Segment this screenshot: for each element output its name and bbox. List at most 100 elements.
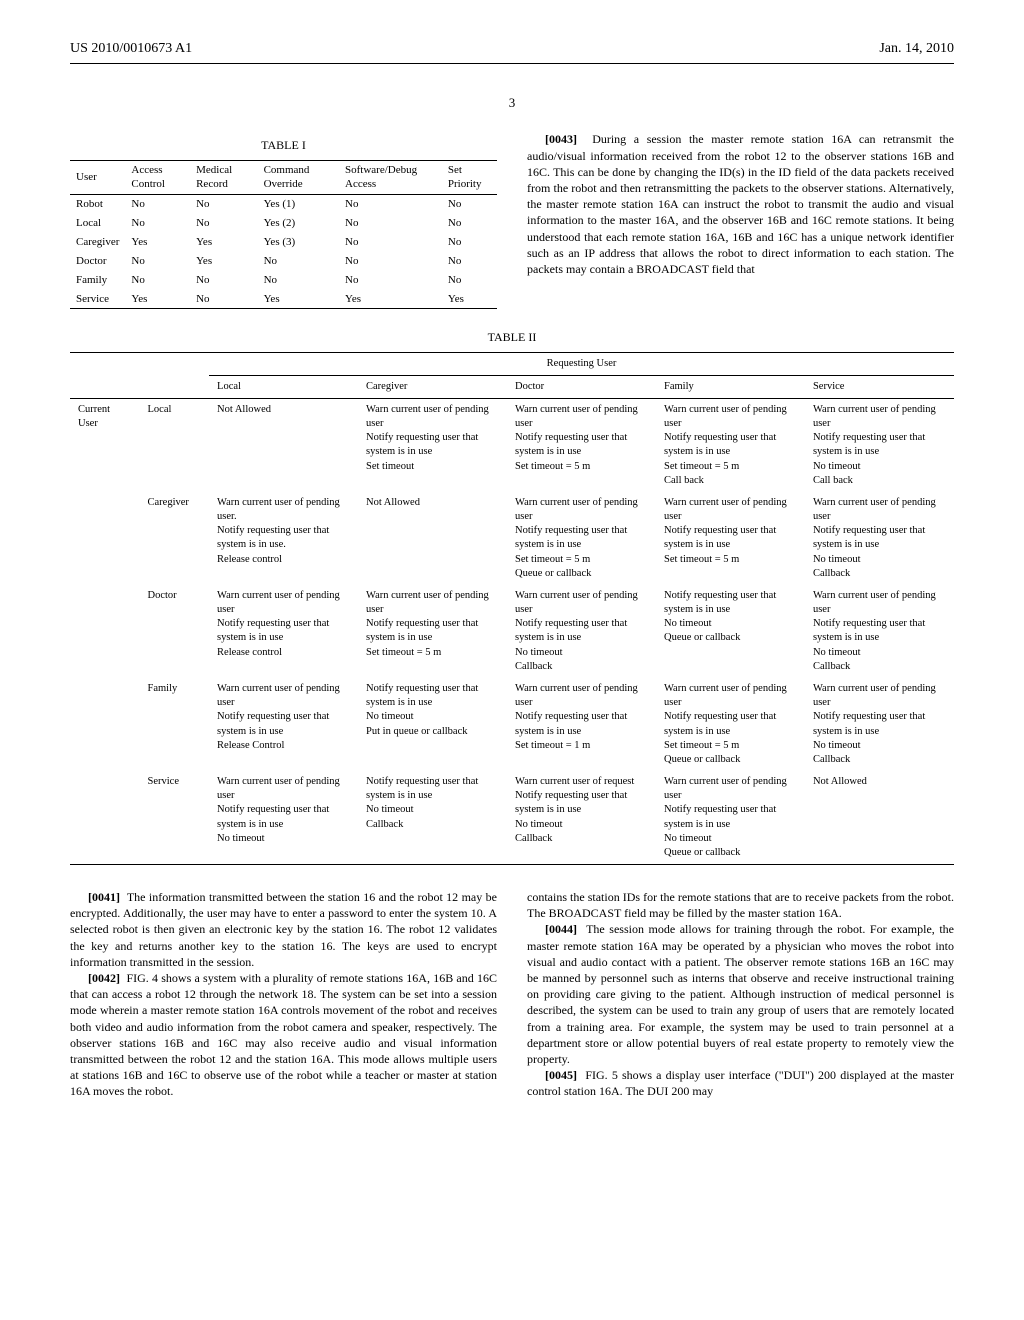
table1: User Access Control Medical Record Comma… (70, 160, 497, 310)
table2-cell: Warn current user of pending user Notify… (507, 585, 656, 678)
table1-cell: Caregiver (70, 233, 125, 252)
table2-cell: Warn current user of pending user Notify… (209, 678, 358, 771)
table2-cell: Warn current user of pending user Notify… (507, 492, 656, 585)
table2-cell: Warn current user of pending user Notify… (656, 678, 805, 771)
table1-row: FamilyNoNoNoNoNo (70, 271, 497, 290)
table1-cell: Family (70, 271, 125, 290)
table2-cell: Warn current user of pending user Notify… (805, 398, 954, 492)
table2-cell: Warn current user of pending user Notify… (805, 678, 954, 771)
table1-row: RobotNoNoYes (1)NoNo (70, 195, 497, 214)
table1-cell: No (442, 233, 497, 252)
table2: Requesting User Local Caregiver Doctor F… (70, 352, 954, 866)
table2-cell: Warn current user of pending user Notify… (805, 585, 954, 678)
table1-cell: No (339, 195, 442, 214)
table2-cell: Warn current user of pending user Notify… (507, 398, 656, 492)
t2-header-row: Local Caregiver Doctor Family Service (70, 375, 954, 398)
table2-row: FamilyWarn current user of pending user … (70, 678, 954, 771)
table1-cell: Yes (125, 290, 190, 309)
para-text-0042: FIG. 4 shows a system with a plurality o… (70, 971, 497, 1098)
table2-row-label: Service (140, 771, 210, 865)
table1-cell: No (125, 252, 190, 271)
table2-cell: Warn current user of pending user Notify… (507, 678, 656, 771)
para-0043: [0043] During a session the master remot… (527, 131, 954, 277)
t1-h0: User (70, 160, 125, 195)
para-num-0042: [0042] (88, 971, 120, 985)
table2-cell: Warn current user of pending user Notify… (209, 771, 358, 865)
table1-cell: Yes (190, 252, 258, 271)
table2-cell: Warn current user of request Notify requ… (507, 771, 656, 865)
t1-h5: Set Priority (442, 160, 497, 195)
para-text-0041: The information transmitted between the … (70, 890, 497, 969)
table1-cell: No (339, 214, 442, 233)
para-num-0044: [0044] (545, 922, 577, 936)
table2-row-label: Family (140, 678, 210, 771)
table2-cell: Notify requesting user that system is in… (358, 771, 507, 865)
para-0045: [0045] FIG. 5 shows a display user inter… (527, 1067, 954, 1099)
t2-ch3: Family (656, 375, 805, 398)
table2-row-label: Local (140, 398, 210, 492)
table2-rowgroup-label (70, 492, 140, 585)
table1-row: ServiceYesNoYesYesYes (70, 290, 497, 309)
publication-date: Jan. 14, 2010 (879, 40, 954, 59)
table1-cell: Service (70, 290, 125, 309)
table1-cell: Yes (190, 233, 258, 252)
header-rule (70, 63, 954, 64)
table1-cell: No (190, 214, 258, 233)
table1-cell: No (442, 271, 497, 290)
publication-number: US 2010/0010673 A1 (70, 40, 192, 59)
para-text-0045: FIG. 5 shows a display user interface ("… (527, 1068, 954, 1098)
table1-row: CaregiverYesYesYes (3)NoNo (70, 233, 497, 252)
table2-cell: Not Allowed (209, 398, 358, 492)
table1-cell: Yes (442, 290, 497, 309)
table2-rowgroup-label (70, 678, 140, 771)
para-0041: [0041] The information transmitted betwe… (70, 889, 497, 970)
table1-cell: Yes (2) (258, 214, 339, 233)
table2-cell: Warn current user of pending user Notify… (358, 398, 507, 492)
table1-cell: No (190, 195, 258, 214)
t2-group-row: Requesting User (70, 352, 954, 375)
right-col-top: [0043] During a session the master remot… (527, 131, 954, 309)
table2-cell: Warn current user of pending user Notify… (358, 585, 507, 678)
table2-cell: Not Allowed (358, 492, 507, 585)
t2-group-header: Requesting User (209, 352, 954, 375)
table2-row: ServiceWarn current user of pending user… (70, 771, 954, 865)
table2-rowgroup-label (70, 771, 140, 865)
table1-cell: Yes (3) (258, 233, 339, 252)
right-col-bot: contains the station IDs for the remote … (527, 889, 954, 1099)
table2-cell: Warn current user of pending user Notify… (656, 492, 805, 585)
para-0044: [0044] The session mode allows for train… (527, 921, 954, 1067)
table1-cell: No (258, 271, 339, 290)
table1-title: TABLE I (70, 137, 497, 153)
table1-cell: No (125, 214, 190, 233)
table1-cell: No (339, 233, 442, 252)
table2-cell: Warn current user of pending user. Notif… (209, 492, 358, 585)
left-col-top: TABLE I User Access Control Medical Reco… (70, 131, 497, 309)
table2-cell: Warn current user of pending user Notify… (209, 585, 358, 678)
t1-h2: Medical Record (190, 160, 258, 195)
para-0043-cont: contains the station IDs for the remote … (527, 889, 954, 921)
para-num-0043: [0043] (545, 132, 577, 146)
table2-cell: Warn current user of pending user Notify… (656, 398, 805, 492)
table1-cell: No (442, 214, 497, 233)
t2-ch4: Service (805, 375, 954, 398)
table2-cell: Notify requesting user that system is in… (656, 585, 805, 678)
table1-cell: Yes (258, 290, 339, 309)
table1-header-row: User Access Control Medical Record Comma… (70, 160, 497, 195)
table1-cell: No (339, 271, 442, 290)
table1-cell: Yes (339, 290, 442, 309)
left-col-bot: [0041] The information transmitted betwe… (70, 889, 497, 1099)
table2-rowgroup-label: Current User (70, 398, 140, 492)
para-0042: [0042] FIG. 4 shows a system with a plur… (70, 970, 497, 1100)
table1-cell: Yes (1) (258, 195, 339, 214)
table1-cell: Doctor (70, 252, 125, 271)
table2-wrap: TABLE II Requesting User Local Caregiver… (70, 329, 954, 865)
table1-cell: Yes (125, 233, 190, 252)
table1-cell: No (339, 252, 442, 271)
table1-row: DoctorNoYesNoNoNo (70, 252, 497, 271)
para-text-0044: The session mode allows for training thr… (527, 922, 954, 1066)
table1-cell: No (442, 195, 497, 214)
page-number: 3 (70, 94, 954, 112)
t2-ch1: Caregiver (358, 375, 507, 398)
table2-row: Current UserLocalNot AllowedWarn current… (70, 398, 954, 492)
top-columns: TABLE I User Access Control Medical Reco… (70, 131, 954, 309)
